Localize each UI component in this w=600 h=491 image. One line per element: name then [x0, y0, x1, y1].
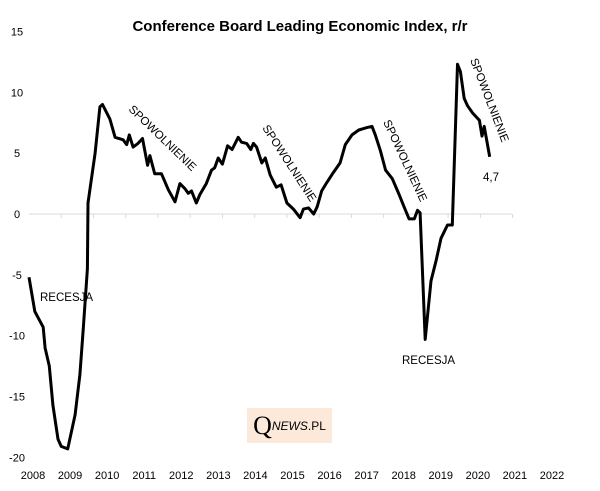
x-tick-label: 2009 [58, 470, 82, 482]
x-tick-label: 2012 [169, 470, 193, 482]
x-tick-label: 2008 [21, 470, 45, 482]
x-tick-label: 2022 [540, 470, 564, 482]
annotation-slowdown: SPOWOLNIENIE [380, 118, 429, 204]
x-tick-label: 2019 [429, 470, 453, 482]
y-tick-label: -15 [9, 392, 25, 404]
qnews-watermark: Q NEWS .PL [247, 408, 332, 443]
y-tick-label: -20 [9, 452, 25, 464]
x-tick-label: 2011 [132, 470, 156, 482]
y-tick-label: -5 [12, 270, 22, 282]
y-axis: 15 10 5 0 -5 -10 -15 -20 [9, 26, 25, 464]
y-tick-label: 5 [14, 148, 20, 160]
annotation-recession: RECESJA [402, 355, 455, 367]
x-axis: 2008 2009 2010 2011 2012 2013 2014 2015 2016 2017… [21, 214, 564, 482]
y-tick-label: 15 [11, 26, 23, 38]
y-tick-label: -10 [9, 331, 25, 343]
annotation-slowdown: SPOWOLNIENIE [126, 104, 198, 175]
x-tick-label: 2015 [280, 470, 304, 482]
x-tick-label: 2021 [503, 470, 527, 482]
x-tick-label: 2016 [317, 470, 341, 482]
x-tick-label: 2010 [95, 470, 119, 482]
watermark-q: Q [253, 410, 272, 440]
last-value-label: 4,7 [483, 172, 499, 184]
annotation-slowdown: SPOWOLNIENIE [467, 57, 510, 145]
x-tick-label: 2013 [206, 470, 230, 482]
y-tick-label: 10 [11, 87, 23, 99]
x-tick-label: 2017 [354, 470, 378, 482]
x-tick-label: 2020 [466, 470, 490, 482]
x-tick-label: 2018 [391, 470, 415, 482]
watermark-pl: .PL [307, 418, 326, 433]
series-line [27, 62, 492, 451]
x-tick-label: 2014 [243, 470, 267, 482]
annotations: SPOWOLNIENIE SPOWOLNIENIE SPOWOLNIENIE S… [40, 57, 510, 367]
chart-title: Conference Board Leading Economic Index,… [132, 18, 467, 35]
watermark-news: NEWS [271, 418, 308, 433]
y-tick-label: 0 [14, 209, 20, 221]
annotation-recession: RECESJA [40, 292, 93, 304]
